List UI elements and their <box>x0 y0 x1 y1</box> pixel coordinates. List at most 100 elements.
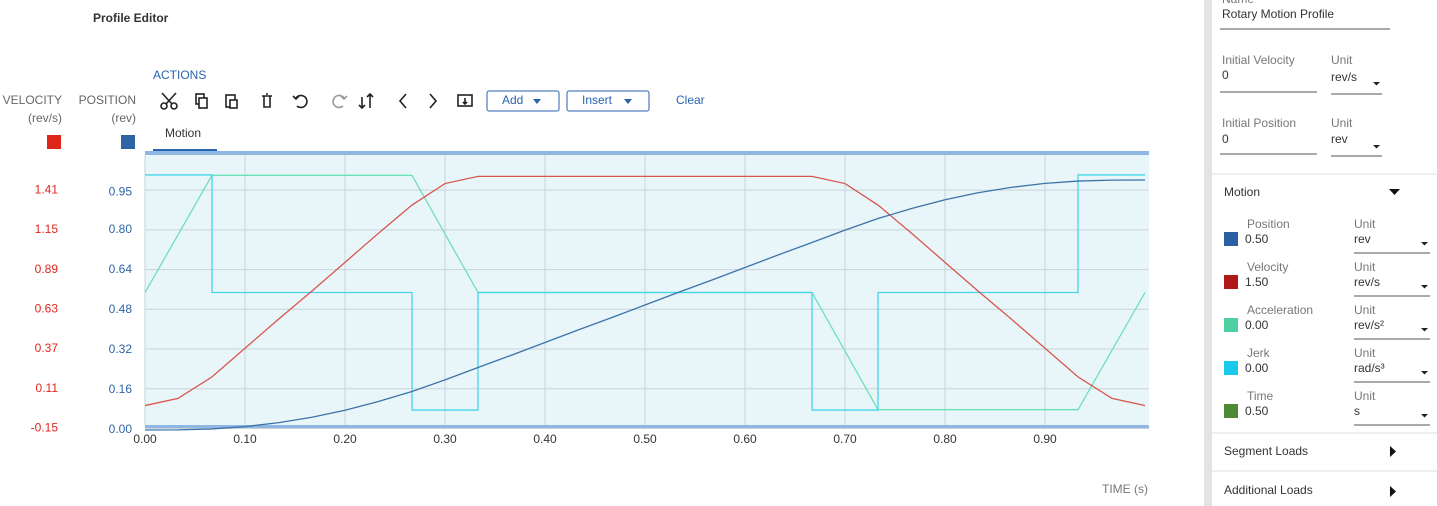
splitter <box>1204 0 1212 506</box>
x-tick-label: 0.80 <box>933 432 957 446</box>
unit-value: rev/s <box>1331 70 1357 84</box>
y-tick-label: 1.41 <box>35 182 59 196</box>
dropdown-caret[interactable] <box>1421 414 1428 418</box>
section-title: Additional Loads <box>1224 483 1313 497</box>
y2-axis-swatch <box>121 135 135 149</box>
y-tick-label: 1.15 <box>35 222 59 236</box>
y2-tick-label: 0.95 <box>109 185 133 199</box>
field-label: Unit <box>1331 116 1353 130</box>
field-label: Unit <box>1331 53 1353 67</box>
plot-bottom-bar <box>145 425 1149 429</box>
dropdown-caret[interactable] <box>1421 371 1428 375</box>
clear-button[interactable]: Clear <box>676 93 705 107</box>
x-tick-label: 0.00 <box>133 432 157 446</box>
previous-icon[interactable] <box>398 93 407 109</box>
y2-axis-title: POSITION <box>79 93 136 107</box>
y-axis-swatch <box>47 135 61 149</box>
insert-caret <box>624 99 632 104</box>
page-title: Profile Editor <box>93 11 169 25</box>
field-label: Initial Position <box>1222 116 1296 130</box>
field-label: Unit <box>1354 217 1376 231</box>
y-tick-label: 0.11 <box>36 381 59 395</box>
y-tick-label: -0.15 <box>31 421 59 435</box>
item-label: Velocity <box>1247 260 1288 274</box>
x-tick-label: 0.60 <box>733 432 757 446</box>
x-tick-label: 0.70 <box>833 432 857 446</box>
item-label: Position <box>1247 217 1290 231</box>
y2-tick-label: 0.48 <box>109 302 133 316</box>
motion-tab[interactable]: Motion <box>165 126 201 140</box>
field-label: Initial Velocity <box>1222 53 1295 67</box>
item-swatch <box>1224 275 1238 289</box>
y2-tick-label: 0.32 <box>109 342 133 356</box>
y2-tick-label: 0.16 <box>109 382 133 396</box>
field-label: Unit <box>1354 346 1376 360</box>
delete-icon[interactable] <box>262 93 272 108</box>
unit-value: rad/s³ <box>1354 361 1385 375</box>
y-tick-label: 0.37 <box>35 341 59 355</box>
add-button[interactable] <box>486 90 560 112</box>
undo-icon[interactable] <box>292 94 308 109</box>
cut-icon[interactable] <box>160 92 178 110</box>
swap-icon[interactable] <box>358 92 374 110</box>
unit-value: s <box>1354 404 1360 418</box>
item-swatch <box>1224 361 1238 375</box>
dropdown-caret[interactable] <box>1421 242 1428 246</box>
x-tick-label: 0.50 <box>633 432 657 446</box>
y-tick-label: 0.89 <box>35 262 59 276</box>
unit-value: rev <box>1354 232 1371 246</box>
item-value: 1.50 <box>1245 275 1269 289</box>
unit-value: rev/s² <box>1354 318 1384 332</box>
plot-area <box>145 152 1149 429</box>
paste-icon[interactable] <box>225 94 238 109</box>
dropdown-caret[interactable] <box>1421 328 1428 332</box>
toolbar-icons <box>160 90 650 112</box>
unit-value: rev/s <box>1354 275 1380 289</box>
y2-tick-label: 0.64 <box>109 262 133 276</box>
section-title: Segment Loads <box>1224 444 1308 458</box>
expand-caret[interactable] <box>1390 486 1396 497</box>
y2-tick-label: 0.00 <box>109 422 133 436</box>
next-icon[interactable] <box>429 93 438 109</box>
expand-caret[interactable] <box>1390 446 1396 457</box>
expand-caret[interactable] <box>1389 189 1400 195</box>
item-label: Acceleration <box>1247 303 1313 317</box>
insert-button[interactable] <box>566 90 650 112</box>
y-axis-unit: (rev/s) <box>28 111 62 125</box>
unit-value: rev <box>1331 132 1348 146</box>
field-label: Unit <box>1354 389 1376 403</box>
item-swatch <box>1224 232 1238 246</box>
y2-axis-unit: (rev) <box>111 111 136 125</box>
item-value: 0.50 <box>1245 404 1269 418</box>
x-tick-label: 0.10 <box>233 432 257 446</box>
tab-underline <box>153 149 217 151</box>
dropdown-caret[interactable] <box>1421 285 1428 289</box>
x-tick-label: 0.30 <box>433 432 457 446</box>
field-label: Unit <box>1354 303 1376 317</box>
item-swatch <box>1224 318 1238 332</box>
item-value: 0.50 <box>1245 232 1269 246</box>
dropdown-caret[interactable] <box>1373 145 1380 149</box>
copy-icon[interactable] <box>195 93 208 109</box>
redo-icon[interactable] <box>332 94 348 109</box>
dropdown-caret[interactable] <box>1373 82 1380 86</box>
y-tick-label: 0.63 <box>35 301 59 315</box>
field-label: Unit <box>1354 260 1376 274</box>
actions-label: ACTIONS <box>153 68 206 82</box>
y2-tick-label: 0.80 <box>109 222 133 236</box>
import-icon[interactable] <box>457 94 473 107</box>
x-tick-label: 0.90 <box>1033 432 1057 446</box>
field-value: 0 <box>1222 132 1229 146</box>
x-tick-label: 0.40 <box>533 432 557 446</box>
plot-top-bar <box>145 151 1149 155</box>
series-line <box>145 174 1145 411</box>
insert-label[interactable]: Insert <box>582 93 613 107</box>
x-axis-title: TIME (s) <box>1102 482 1148 496</box>
field-value: 0 <box>1222 68 1229 82</box>
y-axis-title: VELOCITY <box>3 93 62 107</box>
add-label[interactable]: Add <box>502 93 523 107</box>
item-label: Time <box>1247 389 1274 403</box>
section-title: Motion <box>1224 185 1260 199</box>
name-label: Name <box>1222 0 1254 6</box>
